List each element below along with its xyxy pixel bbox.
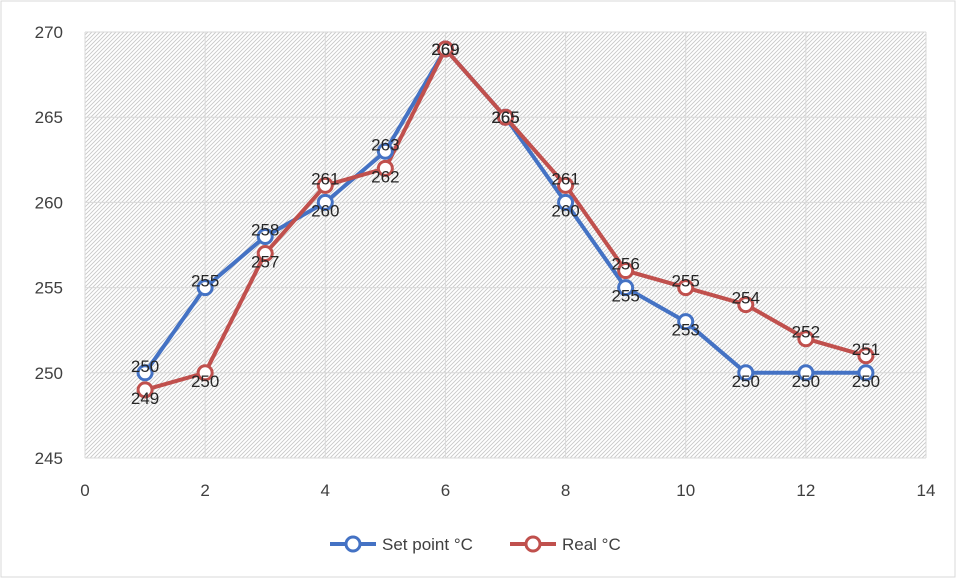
series-2-point — [497, 108, 514, 126]
series-2-data-label: 269 — [431, 40, 459, 59]
legend-label-2: Real °C — [562, 535, 621, 554]
series-1-data-label: 250 — [852, 372, 880, 391]
series-1-data-label: 255 — [611, 287, 639, 306]
plot-area — [85, 32, 926, 458]
series-1-data-label: 260 — [551, 201, 579, 220]
series-2-point — [857, 347, 875, 365]
series-1-data-label: 263 — [371, 135, 399, 154]
series-2-data-label: 255 — [672, 272, 700, 291]
series-2-data-label: 256 — [611, 255, 639, 274]
series-2-data-label: 250 — [191, 372, 219, 391]
series-1-data-label: 250 — [131, 357, 159, 376]
y-tick-label: 250 — [35, 364, 63, 383]
series-1-point — [617, 279, 635, 297]
series-1-point — [316, 193, 334, 211]
series-2-data-label: 254 — [732, 289, 760, 308]
series-1-point — [737, 364, 755, 382]
series-2-data-label: 252 — [792, 323, 820, 342]
x-tick-label: 6 — [441, 481, 450, 500]
legend-label-1: Set point °C — [382, 535, 473, 554]
series-1-point — [677, 313, 695, 331]
series-2-point — [797, 330, 815, 348]
y-tick-label: 270 — [35, 23, 63, 42]
y-tick-label: 255 — [35, 279, 63, 298]
series-lines — [136, 40, 875, 399]
series-2-point — [617, 262, 635, 280]
legend-marker-2 — [524, 535, 542, 553]
data-labels: 250 255 258 260 263 269 265 260 255 253 250 250 250 2… — [131, 40, 880, 408]
series-2-data-label: 261 — [311, 169, 339, 188]
legend: Set point °C Real °C — [330, 535, 621, 554]
y-tick-label: 265 — [35, 108, 63, 127]
series-2-point — [436, 40, 454, 58]
gridlines — [84, 31, 927, 459]
y-tick-label: 245 — [35, 449, 63, 468]
x-tick-label: 2 — [200, 481, 209, 500]
series-2-data-label: 265 — [491, 108, 519, 127]
series-1-data-label: 260 — [311, 201, 339, 220]
x-tick-label: 12 — [796, 481, 815, 500]
series-2-data-label: 251 — [852, 340, 880, 359]
y-tick-label: 260 — [35, 193, 63, 212]
series-2-data-label: 257 — [251, 253, 279, 272]
x-tick-label: 14 — [917, 481, 936, 500]
series-2-point — [737, 296, 755, 314]
series-2-data-label: 261 — [551, 169, 579, 188]
series-1-data-label: 269 — [431, 40, 459, 59]
x-tick-label: 10 — [676, 481, 695, 500]
series-1-data-label: 250 — [732, 372, 760, 391]
series-1-data-label: 253 — [672, 321, 700, 340]
series-1-point — [857, 364, 875, 382]
series-2-data-label: 262 — [371, 167, 399, 186]
series-1-point — [557, 193, 575, 211]
series-2-point — [557, 176, 575, 194]
series-1-data-label: 250 — [792, 372, 820, 391]
series-2-point — [256, 245, 274, 263]
x-tick-label: 0 — [80, 481, 89, 500]
series-2-point — [196, 364, 214, 382]
x-tick-label: 4 — [321, 481, 330, 500]
legend-marker-1 — [344, 535, 362, 553]
x-tick-label: 8 — [561, 481, 570, 500]
series-2-point — [136, 381, 154, 399]
series-2-point — [677, 279, 695, 297]
series-1-point — [256, 227, 274, 245]
series-1-data-label: 258 — [251, 220, 279, 239]
series-1-data-label: 255 — [191, 272, 219, 291]
series-1-point — [136, 364, 154, 382]
series-1-data-label: 265 — [491, 108, 519, 127]
series-2-data-label: 249 — [131, 389, 159, 408]
series-1-point — [797, 364, 815, 382]
series-2-point — [316, 176, 334, 194]
series-1-point — [196, 279, 214, 297]
series-2-point — [376, 159, 394, 177]
series-1-point — [376, 142, 394, 160]
axes: 245 250 255 260 265 270 0 2 4 6 8 10 12 14 — [35, 23, 936, 500]
